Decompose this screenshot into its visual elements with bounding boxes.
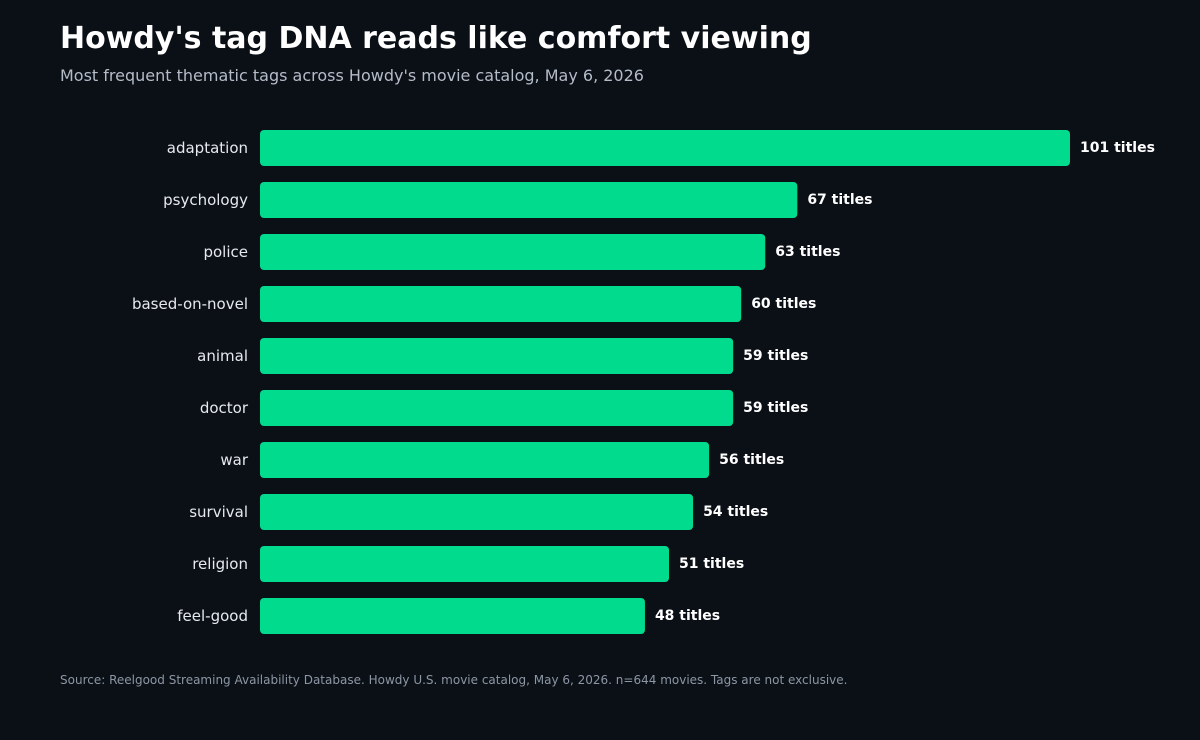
bar-adaptation [260,130,1070,166]
category-label-war: war [220,451,248,469]
category-label-religion: religion [192,555,248,573]
category-label-animal: animal [197,347,248,365]
value-label-doctor: 59 titles [743,400,808,416]
value-label-adaptation: 101 titles [1080,140,1155,156]
category-label-police: police [203,243,248,261]
value-label-psychology: 67 titles [807,192,872,208]
bar-survival [260,494,694,530]
value-label-based-on-novel: 60 titles [751,296,816,312]
chart-subtitle: Most frequent thematic tags across Howdy… [60,66,644,85]
bar-psychology [260,182,798,218]
bar-religion [260,546,670,582]
value-label-war: 56 titles [719,452,784,468]
bar-animal [260,338,734,374]
bar-police [260,234,766,270]
category-label-psychology: psychology [163,191,248,209]
bar-doctor [260,390,734,426]
value-label-feel-good: 48 titles [655,608,720,624]
category-label-feel-good: feel-good [177,607,248,625]
category-label-adaptation: adaptation [167,139,248,157]
bar-war [260,442,710,478]
category-label-based-on-novel: based-on-novel [132,295,248,313]
bar-feel-good [260,598,645,634]
source-note: Source: Reelgood Streaming Availability … [60,673,848,687]
category-label-doctor: doctor [200,399,249,417]
chart-title: Howdy's tag DNA reads like comfort viewi… [60,21,812,56]
category-label-survival: survival [189,503,248,521]
bar-chart: adaptation 101 titles psychology 67 titles p… [132,130,1155,634]
value-label-animal: 59 titles [743,348,808,364]
value-label-survival: 54 titles [703,504,768,520]
bar-based-on-novel [260,286,742,322]
value-label-religion: 51 titles [679,556,744,572]
value-label-police: 63 titles [775,244,840,260]
